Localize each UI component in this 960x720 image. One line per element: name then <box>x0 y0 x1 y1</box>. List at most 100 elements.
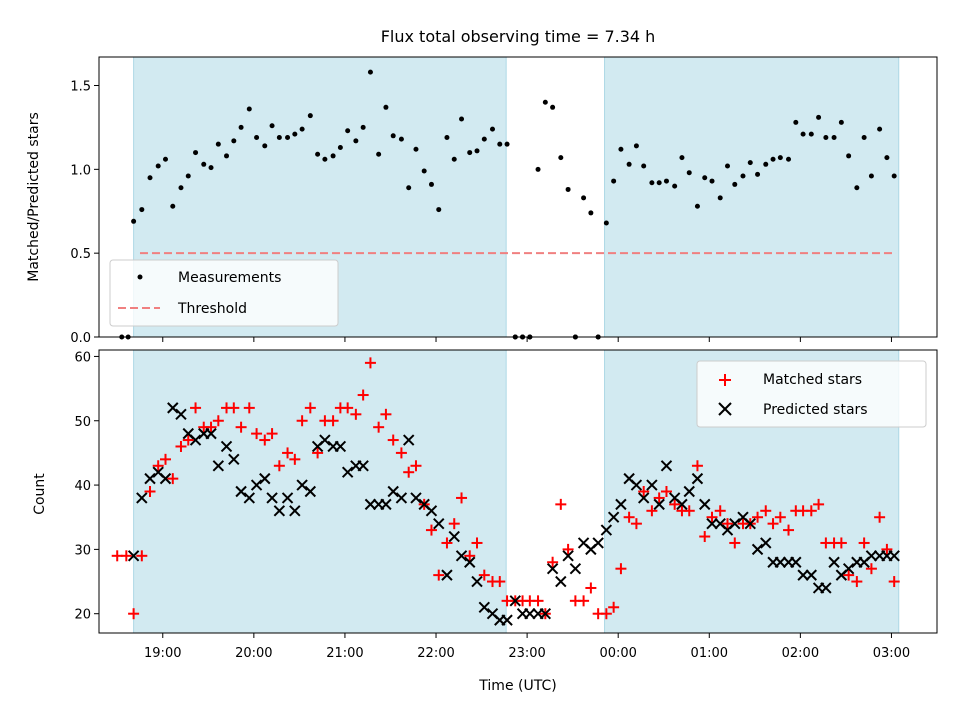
predicted-x-b <box>273 505 286 517</box>
measurement-point <box>262 143 268 149</box>
predicted-x-b <box>410 492 422 504</box>
predicted-x-b <box>127 550 140 562</box>
predicted-x-b <box>607 511 620 523</box>
predicted-x-b <box>464 556 476 568</box>
predicted-star-point <box>127 550 140 562</box>
measurement-point <box>254 134 260 140</box>
predicted-x-b <box>842 562 855 575</box>
measurement-point <box>603 220 609 226</box>
predicted-x-b <box>289 505 301 517</box>
measurement-point <box>877 126 883 132</box>
legend-predicted-label: Predicted stars <box>763 402 868 418</box>
predicted-star-point <box>555 575 567 588</box>
measurement-point <box>481 136 487 142</box>
predicted-star-point <box>471 575 483 588</box>
measurement-point <box>307 113 313 119</box>
measurement-point <box>193 150 199 156</box>
predicted-star-point <box>646 479 658 491</box>
matched-star-point <box>144 486 156 497</box>
matched-star-point <box>471 537 483 549</box>
predicted-star-point <box>425 505 438 517</box>
matched-star-point <box>585 582 597 594</box>
measurement-point <box>656 180 662 186</box>
matched-star-point <box>851 576 863 588</box>
measurement-point <box>755 171 761 177</box>
predicted-x-b <box>387 485 399 498</box>
x-tick-label: 21:00 <box>326 646 363 661</box>
predicted-star-point <box>334 440 347 453</box>
measurement-point <box>383 104 389 110</box>
measurement-point <box>763 161 769 167</box>
matched-star-point <box>128 608 140 620</box>
matched-star-point <box>615 563 627 575</box>
predicted-x-b <box>706 517 718 530</box>
matched-star-point <box>653 492 665 504</box>
predicted-x-b <box>448 530 460 543</box>
predicted-star-point <box>159 472 172 485</box>
predicted-x-b <box>714 517 726 530</box>
matched-star-point <box>494 576 506 588</box>
predicted-star-point <box>464 556 476 568</box>
predicted-x-b <box>182 427 194 440</box>
predicted-star-point <box>228 453 240 466</box>
predicted-star-point <box>797 569 809 581</box>
predicted-x-b <box>600 524 613 536</box>
predicted-star-markers <box>127 402 900 626</box>
predicted-x-b <box>235 485 247 498</box>
matched-star-point <box>555 498 567 510</box>
predicted-star-point <box>774 556 787 568</box>
predicted-x-b <box>691 472 704 485</box>
predicted-star-point <box>433 517 445 530</box>
measurement-point <box>292 131 298 137</box>
matched-star-point <box>623 511 635 523</box>
predicted-star-point <box>501 614 513 626</box>
measurement-point <box>376 151 382 157</box>
matched-star-point <box>304 402 316 414</box>
matched-star-point <box>805 505 817 517</box>
measurement-point <box>390 133 396 139</box>
predicted-star-point <box>167 402 179 414</box>
predicted-x-b <box>259 472 271 485</box>
measurement-point <box>285 134 291 140</box>
predicted-star-point <box>266 492 278 504</box>
measurement-point <box>147 175 153 181</box>
x-axis-label: Time (UTC) <box>478 678 556 694</box>
matched-star-point <box>136 550 148 562</box>
predicted-x-b <box>357 460 369 472</box>
predicted-x-b <box>220 440 233 453</box>
legend-matched-label: Matched stars <box>763 372 862 388</box>
predicted-x-b <box>737 511 749 523</box>
predicted-star-point <box>289 505 301 517</box>
legend-measurement-marker <box>137 274 143 280</box>
matched-star-point <box>228 402 240 414</box>
measurement-point <box>732 181 738 187</box>
predicted-star-point <box>539 607 552 620</box>
predicted-star-point <box>790 556 802 568</box>
predicted-star-point <box>319 434 331 446</box>
matched-star-point <box>425 524 437 536</box>
predicted-star-point <box>653 498 665 511</box>
y-tick-label: 30 <box>74 543 91 558</box>
predicted-star-point <box>136 492 148 504</box>
predicted-x-b <box>441 569 453 581</box>
predicted-x-b <box>296 479 308 491</box>
measurement-point <box>793 119 799 125</box>
predicted-x-b <box>281 492 294 504</box>
predicted-x-b <box>562 550 574 562</box>
predicted-star-point <box>380 498 392 511</box>
measurement-point <box>269 123 275 129</box>
predicted-x-b <box>760 537 772 549</box>
matched-star-point <box>251 428 263 440</box>
predicted-x-b <box>341 466 354 478</box>
y-tick-label: 1.5 <box>70 80 91 95</box>
matched-star-markers <box>111 357 900 620</box>
predicted-star-point <box>341 466 354 478</box>
predicted-star-point <box>562 550 574 562</box>
predicted-star-point <box>676 498 688 511</box>
predicted-star-point <box>281 492 294 504</box>
measurement-point <box>299 126 305 132</box>
measurement-point <box>398 136 404 142</box>
predicted-x-b <box>243 492 256 504</box>
predicted-x-b <box>152 466 164 478</box>
